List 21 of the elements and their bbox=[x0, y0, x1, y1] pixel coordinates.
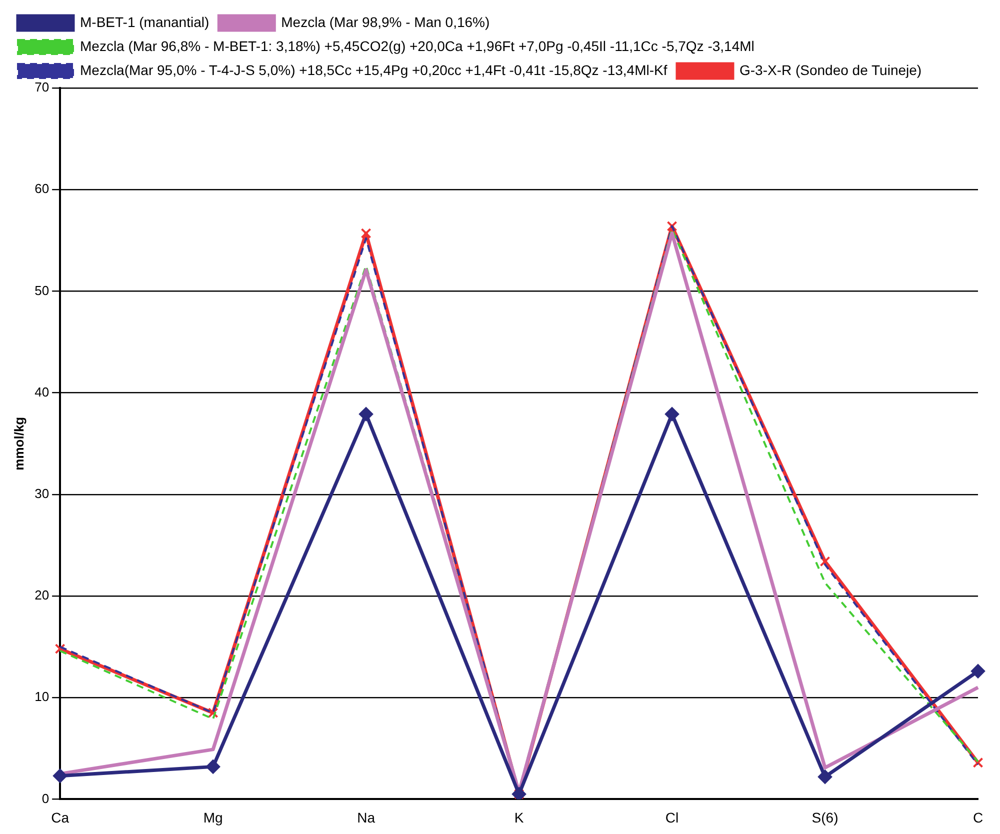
legend-label: Mezcla (Mar 98,9% - Man 0,16%) bbox=[281, 14, 490, 30]
x-tick-label: C bbox=[972, 809, 984, 826]
x-tick-label: K bbox=[514, 809, 524, 826]
y-axis-title: mmol/kg bbox=[11, 416, 26, 470]
x-tick-label: Na bbox=[357, 809, 376, 826]
y-tick-label: 0 bbox=[42, 790, 50, 806]
y-tick-label: 50 bbox=[34, 282, 50, 298]
y-tick-label: 10 bbox=[34, 689, 50, 704]
y-tick-label: 40 bbox=[34, 384, 50, 400]
x-tick-label: S(6) bbox=[812, 809, 838, 826]
legend-label: Mezcla (Mar 96,8% - M-BET-1: 3,18%) +5,45CO2(g) +20,0Ca +1,96Ft +7,0Pg -0,45Il -11,1Cc -5,7Qz -3,14Ml bbox=[80, 38, 754, 54]
x-tick-label: Ca bbox=[51, 809, 70, 826]
y-tick-label: 70 bbox=[34, 80, 50, 95]
x-tick-label: Mg bbox=[203, 809, 223, 826]
y-tick-label: 60 bbox=[34, 181, 50, 196]
legend-label: Mezcla(Mar 95,0% - T-4-J-S 5,0%) +18,5Cc +15,4Pg +0,20cc +1,4Ft -0,41t -15,8Qz -13,4Ml-Kf bbox=[80, 62, 668, 78]
x-tick-label: Cl bbox=[665, 809, 679, 826]
y-tick-label: 30 bbox=[34, 486, 50, 501]
legend-label: G-3-X-R (Sondeo de Tuineje) bbox=[739, 62, 922, 78]
legend-label: M-BET-1 (manantial) bbox=[80, 14, 210, 30]
y-tick-label: 20 bbox=[34, 588, 50, 603]
